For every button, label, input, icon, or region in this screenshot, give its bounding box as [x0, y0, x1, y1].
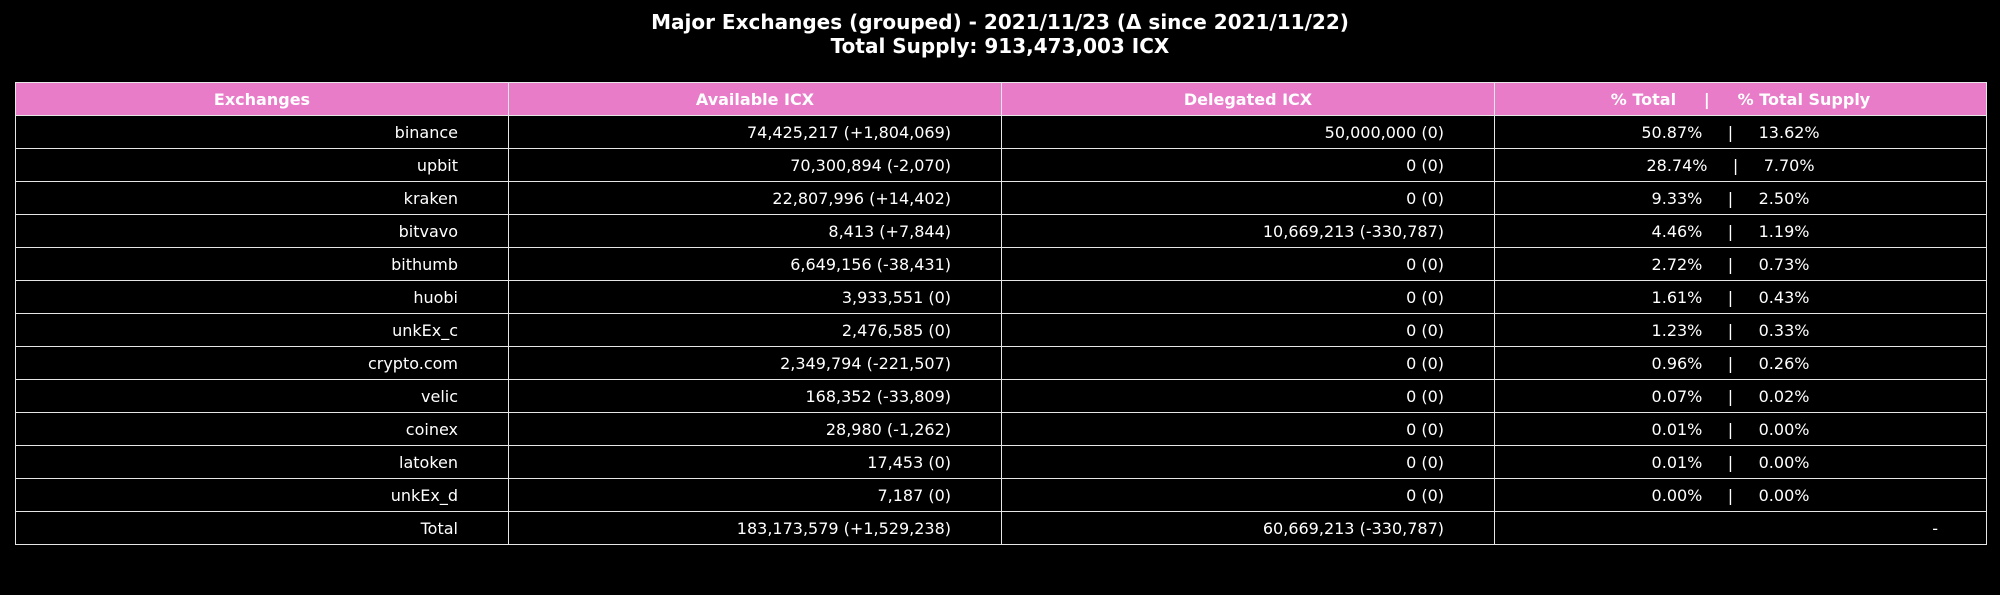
percent-value: 9.33% | 2.50% — [1651, 188, 1810, 208]
cell-percent: 0.01% | 0.00% — [1494, 445, 1987, 479]
cell-available-icx: 70,300,894 (-2,070) — [508, 148, 1002, 182]
total-cell-percent: - — [1494, 511, 1987, 545]
cell-delegated-icx: 10,669,213 (-330,787) — [1001, 214, 1495, 248]
header-percent-total: % Total | % Total Supply — [1494, 82, 1987, 116]
exchanges-table: Exchanges Available ICX Delegated ICX % … — [15, 82, 1987, 545]
total-cell-exchange: Total — [15, 511, 509, 545]
cell-exchange: huobi — [15, 280, 509, 314]
cell-percent: 1.23% | 0.33% — [1494, 313, 1987, 347]
table-row: upbit 70,300,894 (-2,070) 0 (0) 28.74% | 7.… — [15, 148, 1987, 182]
cell-exchange: crypto.com — [15, 346, 509, 380]
percent-value: 0.96% | 0.26% — [1651, 353, 1810, 373]
cell-available-icx: 74,425,217 (+1,804,069) — [508, 115, 1002, 149]
percent-value: 50.87% | 13.62% — [1641, 122, 1820, 142]
cell-percent: 0.01% | 0.00% — [1494, 412, 1987, 446]
cell-available-icx: 22,807,996 (+14,402) — [508, 181, 1002, 215]
cell-available-icx: 7,187 (0) — [508, 478, 1002, 512]
header-row: Exchanges Available ICX Delegated ICX % … — [15, 82, 1987, 116]
cell-delegated-icx: 0 (0) — [1001, 445, 1495, 479]
cell-delegated-icx: 0 (0) — [1001, 313, 1495, 347]
cell-delegated-icx: 0 (0) — [1001, 478, 1495, 512]
percent-value: 0.01% | 0.00% — [1651, 419, 1810, 439]
cell-percent: 0.00% | 0.00% — [1494, 478, 1987, 512]
cell-exchange: binance — [15, 115, 509, 149]
cell-delegated-icx: 0 (0) — [1001, 379, 1495, 413]
table-row: kraken 22,807,996 (+14,402) 0 (0) 9.33% | 2… — [15, 181, 1987, 215]
cell-delegated-icx: 0 (0) — [1001, 181, 1495, 215]
cell-exchange: upbit — [15, 148, 509, 182]
percent-value: 4.46% | 1.19% — [1651, 221, 1810, 241]
table-row: huobi 3,933,551 (0) 0 (0) 1.61% | 0.43% — [15, 280, 1987, 314]
cell-available-icx: 8,413 (+7,844) — [508, 214, 1002, 248]
table-row: bitvavo 8,413 (+7,844) 10,669,213 (-330,78… — [15, 214, 1987, 248]
cell-delegated-icx: 50,000,000 (0) — [1001, 115, 1495, 149]
cell-delegated-icx: 0 (0) — [1001, 247, 1495, 281]
percent-value: 0.01% | 0.00% — [1651, 452, 1810, 472]
cell-exchange: bitvavo — [15, 214, 509, 248]
table-row: bithumb 6,649,156 (-38,431) 0 (0) 2.72% | 0… — [15, 247, 1987, 281]
cell-exchange: unkEx_c — [15, 313, 509, 347]
percent-value: 0.00% | 0.00% — [1651, 485, 1810, 505]
cell-percent: 9.33% | 2.50% — [1494, 181, 1987, 215]
title-line-1: Major Exchanges (grouped) - 2021/11/23 (… — [651, 10, 1349, 34]
cell-exchange: bithumb — [15, 247, 509, 281]
percent-value: 1.61% | 0.43% — [1651, 287, 1810, 307]
cell-delegated-icx: 0 (0) — [1001, 148, 1495, 182]
percent-value: 28.74% | 7.70% — [1646, 155, 1815, 175]
cell-percent: 50.87% | 13.62% — [1494, 115, 1987, 149]
cell-available-icx: 28,980 (-1,262) — [508, 412, 1002, 446]
cell-delegated-icx: 0 (0) — [1001, 412, 1495, 446]
cell-percent: 28.74% | 7.70% — [1494, 148, 1987, 182]
cell-percent: 0.07% | 0.02% — [1494, 379, 1987, 413]
cell-available-icx: 168,352 (-33,809) — [508, 379, 1002, 413]
table-row: latoken 17,453 (0) 0 (0) 0.01% | 0.00% — [15, 445, 1987, 479]
cell-exchange: kraken — [15, 181, 509, 215]
table-row: binance 74,425,217 (+1,804,069) 50,000,000… — [15, 115, 1987, 149]
cell-available-icx: 6,649,156 (-38,431) — [508, 247, 1002, 281]
header-delegated-icx: Delegated ICX — [1001, 82, 1495, 116]
cell-exchange: coinex — [15, 412, 509, 446]
cell-available-icx: 2,476,585 (0) — [508, 313, 1002, 347]
total-row: Total 183,173,579 (+1,529,238) 60,669,213 … — [15, 511, 1987, 545]
percent-value: 1.23% | 0.33% — [1651, 320, 1810, 340]
table-row: crypto.com 2,349,794 (-221,507) 0 (0) 0.96%… — [15, 346, 1987, 380]
cell-exchange: latoken — [15, 445, 509, 479]
percent-value: 2.72% | 0.73% — [1651, 254, 1810, 274]
cell-available-icx: 3,933,551 (0) — [508, 280, 1002, 314]
cell-percent: 1.61% | 0.43% — [1494, 280, 1987, 314]
table-row: velic 168,352 (-33,809) 0 (0) 0.07% | 0.02% — [15, 379, 1987, 413]
cell-exchange: unkEx_d — [15, 478, 509, 512]
cell-available-icx: 2,349,794 (-221,507) — [508, 346, 1002, 380]
cell-exchange: velic — [15, 379, 509, 413]
table-row: coinex 28,980 (-1,262) 0 (0) 0.01% | 0.00% — [15, 412, 1987, 446]
chart-title: Major Exchanges (grouped) - 2021/11/23 (… — [0, 10, 2000, 58]
table-row: unkEx_c 2,476,585 (0) 0 (0) 1.23% | 0.33% — [15, 313, 1987, 347]
percent-value: 0.07% | 0.02% — [1651, 386, 1810, 406]
cell-percent: 2.72% | 0.73% — [1494, 247, 1987, 281]
cell-percent: 4.46% | 1.19% — [1494, 214, 1987, 248]
table-row: unkEx_d 7,187 (0) 0 (0) 0.00% | 0.00% — [15, 478, 1987, 512]
cell-delegated-icx: 0 (0) — [1001, 280, 1495, 314]
header-exchanges: Exchanges — [15, 82, 509, 116]
header-available-icx: Available ICX — [508, 82, 1002, 116]
cell-available-icx: 17,453 (0) — [508, 445, 1002, 479]
total-cell-delegated-icx: 60,669,213 (-330,787) — [1001, 511, 1495, 545]
total-cell-available-icx: 183,173,579 (+1,529,238) — [508, 511, 1002, 545]
title-line-2: Total Supply: 913,473,003 ICX — [830, 34, 1170, 58]
cell-percent: 0.96% | 0.26% — [1494, 346, 1987, 380]
cell-delegated-icx: 0 (0) — [1001, 346, 1495, 380]
